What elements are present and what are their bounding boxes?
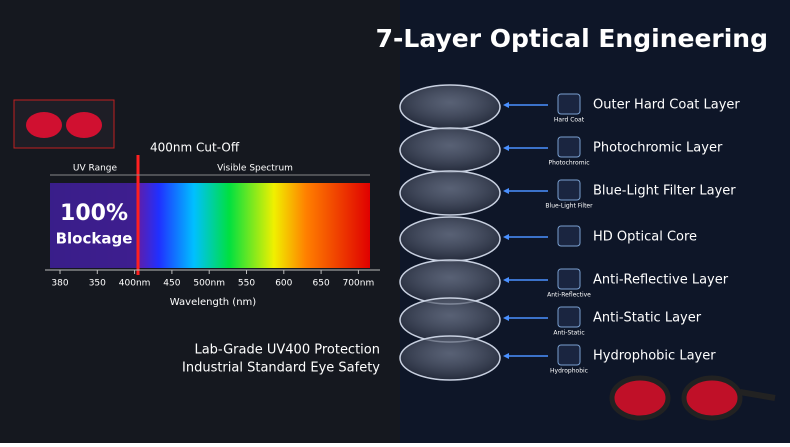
layer-name: Anti-Static Layer: [593, 311, 702, 326]
tick-label: 700nm: [343, 279, 375, 289]
arrow-head: [503, 353, 509, 359]
tick-label: 380: [51, 279, 68, 289]
uv-block: [50, 183, 138, 268]
arrow-head: [503, 315, 509, 321]
icon-label: Anti-Static: [553, 330, 584, 337]
lens-layer: [399, 335, 501, 381]
arrow-head: [503, 234, 509, 240]
title: 7-Layer Optical Engineering: [376, 24, 768, 53]
icon-box: [557, 306, 581, 328]
tick-label: 350: [89, 279, 106, 289]
icon-label: Blue-Light Filter: [545, 203, 593, 210]
visible-label: Visible Spectrum: [217, 164, 293, 174]
arrow-head: [503, 102, 509, 108]
lens-layer: [399, 170, 501, 216]
glasses-icon: [13, 99, 115, 149]
uv-range: UV Range: [73, 164, 118, 174]
icon-box: [557, 93, 581, 115]
cutoff-label: 400nm Cut-Off: [150, 141, 240, 155]
tick-label: 600: [275, 279, 292, 289]
arrow-head: [503, 188, 509, 194]
tagline: Lab-Grade UV400 Protection: [194, 343, 380, 358]
axis-label: Wavelength (nm): [170, 297, 256, 308]
layer-name: Photochromic Layer: [593, 141, 723, 156]
icon-label: Hard Coat: [554, 117, 585, 124]
icon-box: [557, 136, 581, 158]
layer-name: HD Optical Core: [593, 230, 697, 245]
lens-layer: [399, 84, 501, 130]
tick-label: 500nm: [193, 279, 225, 289]
arrow-head: [503, 145, 509, 151]
lens-layer: [399, 127, 501, 173]
icon-box: [557, 344, 581, 366]
icon-label: Anti-Reflective: [547, 292, 591, 299]
tick-label: 550: [238, 279, 255, 289]
lens-layer: [399, 216, 501, 262]
layer-name: Hydrophobic Layer: [593, 349, 716, 364]
icon-box: [557, 225, 581, 247]
tagline: Industrial Standard Eye Safety: [182, 361, 380, 376]
layer-name: Outer Hard Coat Layer: [593, 98, 740, 113]
layer-name: Blue-Light Filter Layer: [593, 184, 736, 199]
tick-label: 650: [313, 279, 330, 289]
blockage-pct: 100%: [60, 201, 128, 226]
product-glasses: [609, 375, 776, 421]
icon-label: Hydrophobic: [550, 368, 588, 375]
arrow-head: [503, 277, 509, 283]
icon-box: [557, 179, 581, 201]
blockage: Blockage: [56, 230, 133, 248]
icon-label: Photochromic: [548, 160, 589, 167]
tick-label: 450: [163, 279, 180, 289]
icon-box: [557, 268, 581, 290]
tick-label: 400nm: [119, 279, 151, 289]
layer-name: Anti-Reflective Layer: [593, 273, 729, 288]
